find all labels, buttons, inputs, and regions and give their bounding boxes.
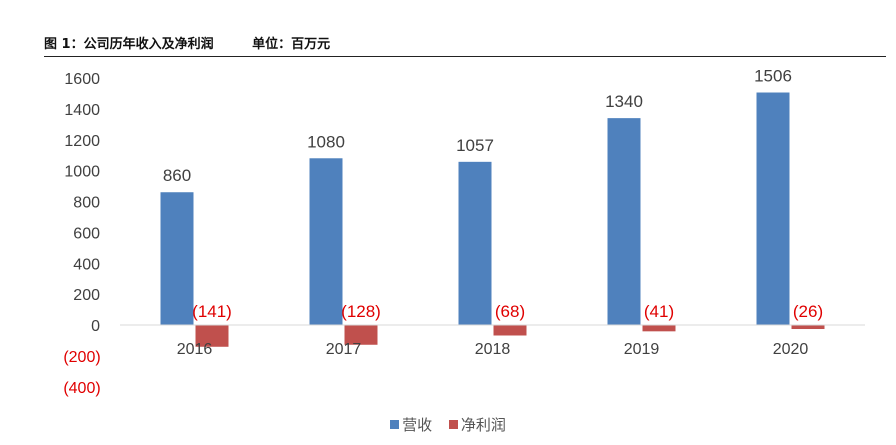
legend-swatch-revenue — [390, 420, 400, 429]
bar-net-profit — [791, 325, 825, 330]
bar-chart: 16001400120010008006004002000(200)(400) … — [63, 67, 865, 397]
legend-item-net-profit: 净利润 — [448, 414, 506, 435]
y-tick-label: 1000 — [64, 164, 100, 181]
y-tick-label: 400 — [73, 256, 100, 273]
bars-group — [160, 92, 825, 347]
bar-revenue — [458, 161, 492, 325]
net-profit-value-label: (26) — [793, 302, 823, 321]
legend-label-net-profit: 净利润 — [460, 416, 506, 434]
x-category-label: 2020 — [773, 341, 809, 358]
net-profit-value-label: (41) — [644, 302, 674, 321]
bar-net-profit — [195, 325, 229, 347]
revenue-value-label: 1057 — [456, 136, 494, 155]
data-labels: 860 (141) 1080 (128) 1057 (68) 1340 (41) 1506 (26… — [163, 67, 823, 321]
bar-net-profit — [642, 325, 676, 332]
revenue-value-label: 1506 — [754, 67, 792, 86]
legend-label-revenue: 营收 — [402, 416, 433, 434]
net-profit-value-label: (141) — [192, 302, 232, 321]
y-tick-label: (400) — [63, 380, 100, 397]
y-axis: 1600 1400 1200 1000 800 600 400 200 0 (200) (400) — [63, 71, 100, 397]
header-rule — [44, 56, 886, 57]
bar-revenue — [756, 92, 790, 325]
net-profit-value-label: (68) — [495, 302, 525, 321]
x-category-label: 2017 — [326, 341, 362, 358]
revenue-value-label: 860 — [163, 166, 191, 185]
y-tick-label: 1400 — [64, 102, 100, 119]
revenue-value-label: 1080 — [307, 132, 345, 151]
y-tick-label: 1600 — [64, 71, 100, 88]
y-tick-label: 200 — [73, 287, 100, 304]
y-tick-label: 800 — [73, 195, 100, 212]
bar-revenue — [160, 192, 194, 325]
legend-swatch-net-profit — [448, 420, 458, 429]
y-tick-label: 1200 — [64, 133, 100, 150]
legend-item-revenue: 营收 — [390, 414, 432, 435]
y-tick-label: (200) — [63, 349, 100, 366]
revenue-value-label: 1340 — [605, 92, 643, 111]
bar-revenue — [607, 118, 641, 325]
bar-net-profit — [493, 325, 527, 336]
bar-revenue — [309, 158, 343, 325]
x-category-label: 2019 — [624, 341, 660, 358]
x-category-label: 2016 — [177, 341, 213, 358]
chart-title: 图 1：公司历年收入及净利润 — [44, 37, 214, 52]
bar-net-profit — [344, 325, 378, 345]
chart-header: 图 1：公司历年收入及净利润 单位：百万元 — [44, 33, 330, 55]
y-tick-label: 0 — [91, 318, 100, 335]
y-tick-label: 600 — [73, 225, 100, 242]
legend: 营收 净利润 — [0, 414, 896, 435]
unit-label: 单位：百万元 — [252, 37, 331, 52]
x-category-label: 2018 — [475, 341, 511, 358]
net-profit-value-label: (128) — [341, 302, 381, 321]
x-axis: 2016 2017 2018 2019 2020 — [177, 341, 809, 358]
